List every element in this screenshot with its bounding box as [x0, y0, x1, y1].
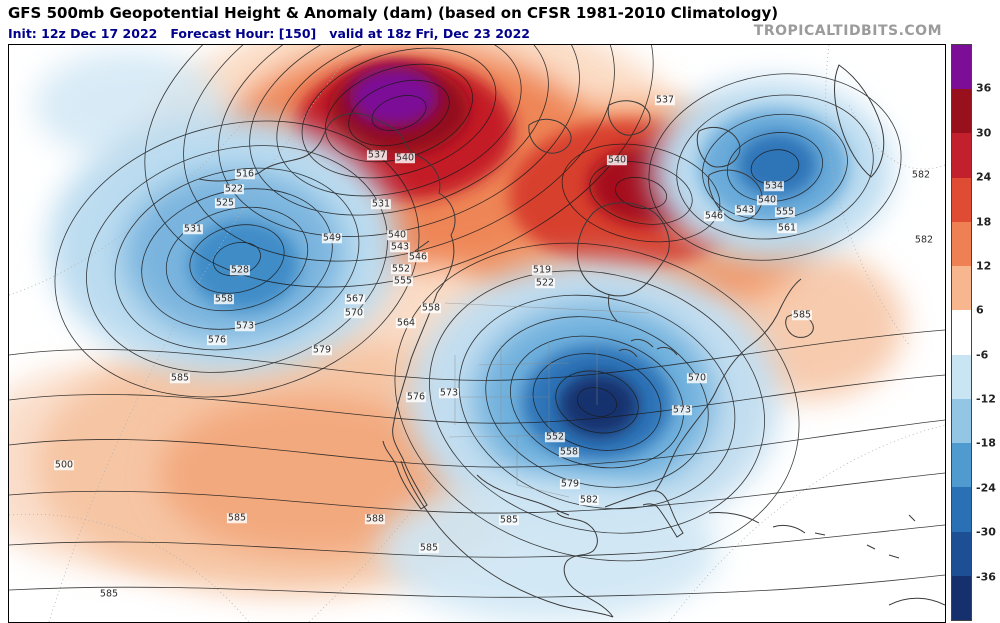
colorbar-tick-label: -12: [976, 393, 996, 406]
colorbar-tick-label: 12: [976, 259, 991, 272]
colorbar-tick-label: 36: [976, 82, 991, 95]
colorbar-tick-label: -36: [976, 570, 996, 583]
colorbar-tick-label: 6: [976, 304, 984, 317]
colorbar-tick-label: -18: [976, 437, 996, 450]
colorbar-segment: [952, 355, 971, 399]
colorbar-tick-label: -24: [976, 481, 996, 494]
colorbar-segment: [952, 266, 971, 310]
init-forecast-line: Init: 12z Dec 17 2022 Forecast Hour: [15…: [8, 26, 530, 41]
colorbar-segment: [952, 532, 971, 576]
colorbar-tick-label: 18: [976, 215, 991, 228]
chart-title: GFS 500mb Geopotential Height & Anomaly …: [8, 4, 778, 22]
map-panel: 5375405165225255315285585735765795855495…: [8, 44, 946, 623]
map-svg: [9, 45, 945, 622]
tropicaltidbits-watermark: TROPICALTIDBITS.COM: [754, 23, 942, 39]
colorbar-segment: [952, 178, 971, 222]
colorbar-segment: [952, 310, 971, 354]
colorbar-tick-label: 30: [976, 126, 991, 139]
colorbar-segment: [952, 399, 971, 443]
colorbar-segment: [952, 133, 971, 177]
colorbar-segment: [952, 45, 971, 89]
colorbar-tick-label: -6: [976, 348, 988, 361]
colorbar-segment: [952, 89, 971, 133]
colorbar-segment: [952, 576, 971, 620]
colorbar-tick-label: -30: [976, 526, 996, 539]
colorbar-labels: 36 30 24 18 12 6 -6 -12 -18 -24 -30 -36: [976, 0, 1000, 623]
colorbar: [951, 44, 972, 621]
colorbar-segment: [952, 443, 971, 487]
colorbar-segment: [952, 487, 971, 531]
colorbar-segment: [952, 222, 971, 266]
colorbar-tick-label: 24: [976, 171, 991, 184]
